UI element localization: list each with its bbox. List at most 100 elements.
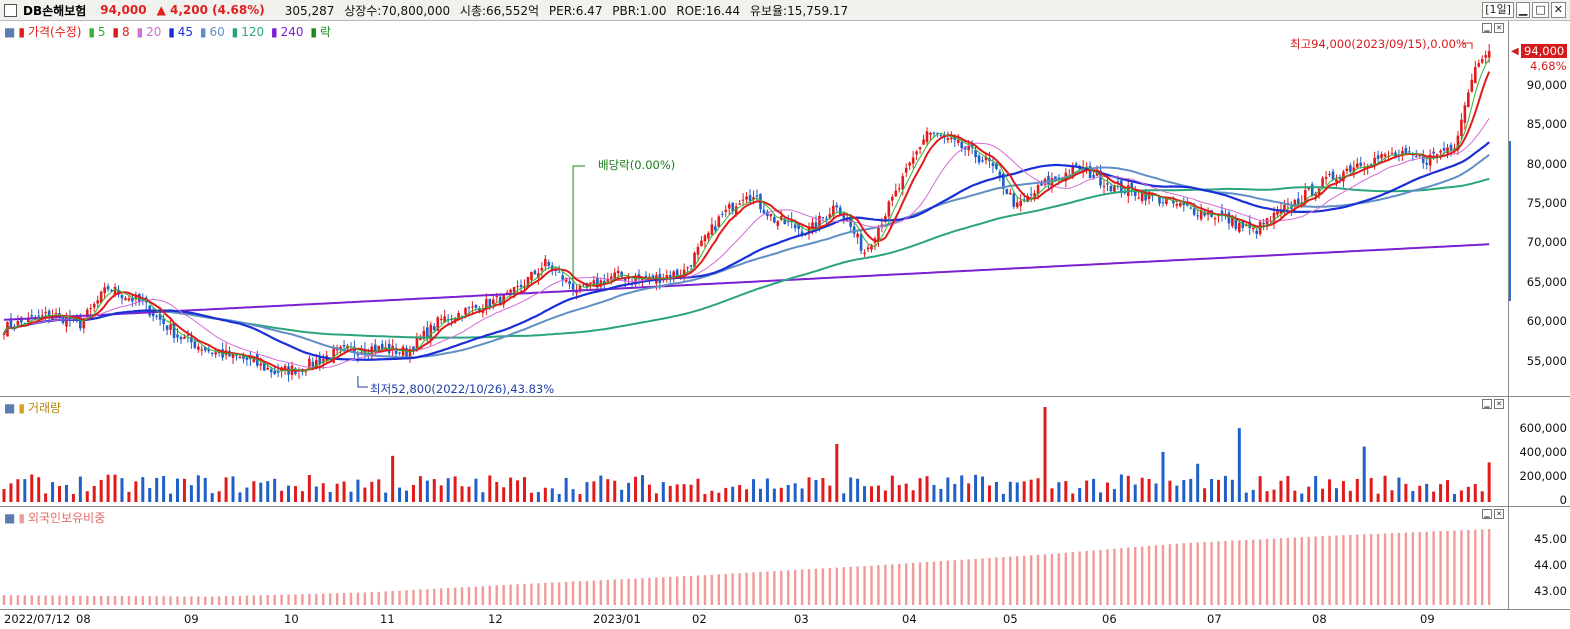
close-icon[interactable]: ✕ — [1550, 2, 1566, 18]
volume-bar — [1105, 482, 1109, 502]
candle-body — [1002, 173, 1005, 189]
axis-range-bar[interactable] — [1509, 141, 1511, 301]
foreign-bar — [446, 588, 450, 605]
foreign-bar — [1487, 529, 1491, 605]
volume-bar — [1286, 476, 1290, 502]
x-tick: 08 — [1312, 612, 1327, 626]
candle-body — [1144, 190, 1147, 201]
candle-body — [582, 284, 585, 286]
volume-bar — [113, 474, 117, 502]
candle-body — [37, 315, 40, 317]
candle-body — [1015, 202, 1019, 208]
foreign-bar — [842, 567, 845, 605]
foreign-bar — [835, 567, 838, 605]
panel-close-icon[interactable]: ✕ — [1494, 23, 1504, 33]
foreign-bar — [787, 570, 790, 605]
candle-body — [1439, 150, 1442, 153]
volume-bar — [1244, 492, 1248, 502]
volume-bar — [870, 486, 873, 502]
ma45-line — [3, 141, 1490, 361]
ma5-line — [3, 58, 1490, 373]
panel-handle-icon[interactable]: ■ — [4, 25, 16, 39]
foreign-bar — [252, 595, 256, 605]
candle-body — [1033, 193, 1036, 198]
candle-body — [1359, 162, 1363, 166]
price-chart[interactable] — [0, 21, 1508, 396]
panel-handle-icon[interactable]: ■ — [4, 401, 16, 415]
stock-name[interactable]: DB손해보험 — [23, 3, 87, 18]
volume-bar — [293, 486, 297, 502]
price-y-axis[interactable]: 90,000 85,000 80,000 75,000 70,000 65,00… — [1508, 21, 1570, 397]
foreign-bar — [72, 595, 75, 605]
foreign-bar — [342, 593, 346, 605]
foreign-legend: ■ ▮ 외국인보유비중 — [4, 511, 106, 525]
foreign-bar — [2, 595, 6, 605]
volume-bar — [828, 485, 832, 502]
candle-body — [203, 347, 207, 351]
y-tick: 0 — [1559, 493, 1567, 507]
panel-minimize-icon[interactable]: ▁ — [1482, 509, 1492, 519]
foreign-bar — [717, 574, 721, 605]
candle-body — [1231, 217, 1234, 226]
volume-bar — [377, 479, 381, 502]
volume-bar — [370, 481, 374, 502]
minimize-icon[interactable]: ▁ — [1515, 2, 1531, 18]
volume-bar — [550, 488, 554, 502]
candle-body — [179, 336, 183, 340]
candle-body — [1480, 59, 1484, 63]
candle-body — [269, 369, 273, 373]
volume-bar — [23, 479, 27, 502]
foreign-bar — [51, 595, 54, 605]
volume-bar — [1404, 483, 1408, 502]
candle-body — [242, 354, 245, 359]
foreign-y-axis[interactable]: 45.00 44.00 43.00 — [1508, 507, 1570, 610]
candle-body — [727, 204, 731, 209]
foreign-bar — [1182, 543, 1185, 605]
date-axis[interactable] — [0, 610, 1570, 629]
candle-body — [842, 215, 846, 219]
candle-body — [120, 294, 124, 299]
candle-body — [686, 267, 689, 269]
volume-bar — [1001, 493, 1005, 502]
foreign-bar — [495, 585, 498, 605]
foreign-ownership-panel[interactable]: ■ ▮ 외국인보유비중 ▁ ✕ — [0, 507, 1508, 610]
foreign-bar — [689, 575, 693, 605]
volume-y-axis[interactable]: 600,000 400,000 200,000 0 — [1508, 397, 1570, 507]
foreign-bar — [1342, 535, 1345, 605]
candle-body — [897, 188, 901, 190]
volume-bar — [682, 484, 686, 502]
foreign-bar — [1446, 530, 1449, 605]
panel-close-icon[interactable]: ✕ — [1494, 509, 1504, 519]
candle-body — [516, 286, 519, 288]
foreign-bar — [877, 565, 880, 605]
volume-bar — [1036, 478, 1040, 502]
foreign-bar — [273, 594, 276, 605]
candle-body — [408, 348, 412, 358]
candle-body — [1418, 154, 1422, 157]
candle-body — [741, 199, 745, 201]
candle-body — [1005, 188, 1009, 195]
candle-body — [131, 297, 134, 302]
volume-bar — [779, 487, 783, 502]
panel-minimize-icon[interactable]: ▁ — [1482, 399, 1492, 409]
volume-chart[interactable] — [0, 397, 1508, 506]
candle-body — [1095, 172, 1099, 176]
candle-body — [1137, 197, 1140, 199]
candle-body — [495, 295, 499, 298]
foreign-bar — [391, 591, 394, 605]
panel-minimize-icon[interactable]: ▁ — [1482, 23, 1492, 33]
period-selector[interactable]: [1일] — [1482, 2, 1514, 18]
checkbox[interactable] — [4, 3, 17, 17]
panel-close-icon[interactable]: ✕ — [1494, 399, 1504, 409]
maximize-icon[interactable]: □ — [1532, 2, 1549, 18]
foreign-chart[interactable] — [0, 507, 1508, 609]
candle-body — [141, 299, 145, 301]
volume-bar — [543, 487, 547, 502]
volume-bar — [1140, 477, 1144, 502]
candle-body — [197, 346, 200, 350]
price-chart-panel[interactable]: ■ ▮ 가격(수정) ▮ 5 ▮ 8 ▮ 20 ▮ 45 ▮ 60 ▮ 120 ▮ 240 ▮ 락 … — [0, 21, 1508, 397]
candle-body — [356, 353, 360, 356]
panel-handle-icon[interactable]: ■ — [4, 511, 16, 525]
volume-chart-panel[interactable]: ■ ▮ 거래량 ▁ ✕ — [0, 397, 1508, 507]
candle-body — [1130, 183, 1134, 190]
